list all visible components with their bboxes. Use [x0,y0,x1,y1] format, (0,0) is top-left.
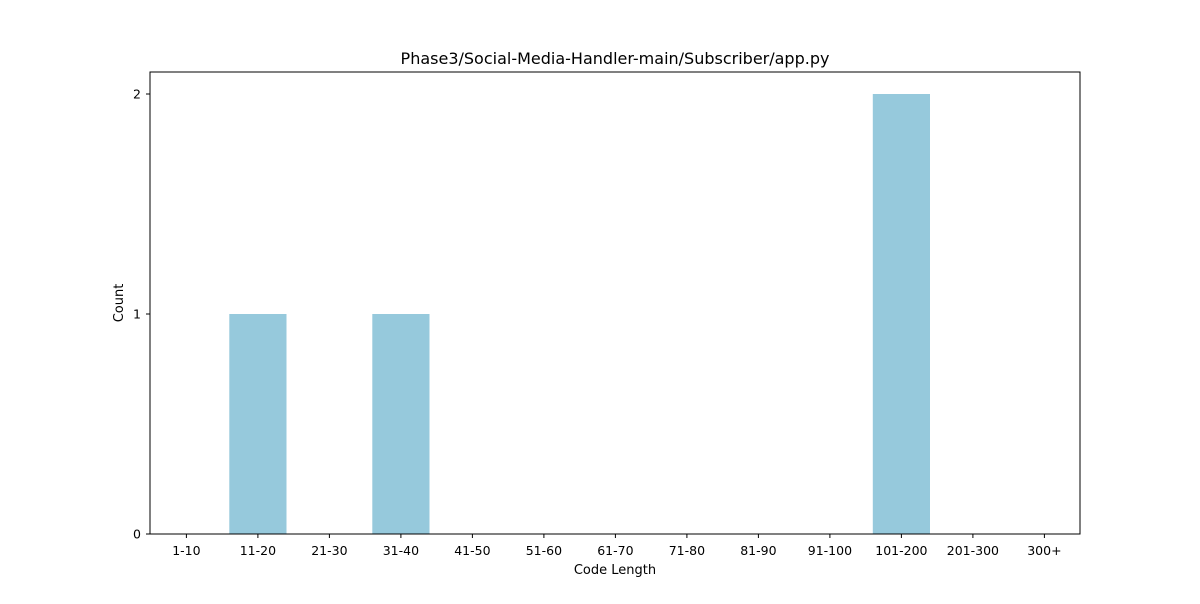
bars-layer [229,94,930,534]
x-tick-label: 91-100 [808,543,852,558]
x-tick-label: 31-40 [383,543,419,558]
x-tick-label: 51-60 [526,543,562,558]
y-tick-label: 0 [133,527,141,542]
y-tick-label: 2 [133,87,141,102]
x-tick-label: 61-70 [597,543,633,558]
x-tick-label: 201-300 [947,543,999,558]
y-axis-label: Count [112,284,127,323]
plot-frame [149,71,1081,535]
x-axis-label: Code Length [574,563,656,578]
bar-101-200 [872,94,930,534]
x-tick-label: 21-30 [311,543,347,558]
chart-title: Phase3/Social-Media-Handler-main/Subscri… [401,49,830,68]
x-tick-label: 81-90 [740,543,776,558]
x-tick-label: 71-80 [669,543,705,558]
x-tick-label: 101-200 [875,543,927,558]
x-tick-label: 300+ [1027,543,1061,558]
bar-11-20 [229,314,287,534]
x-axis: 1-10 11-20 21-30 31-40 41-50 51-60 61-70 71-80 8… [172,534,1062,558]
x-tick-label: 41-50 [454,543,490,558]
x-tick-label: 1-10 [172,543,200,558]
x-tick-label: 11-20 [240,543,276,558]
y-axis: 0 1 2 [133,87,150,542]
bar-31-40 [372,314,430,534]
y-tick-label: 1 [133,307,141,322]
